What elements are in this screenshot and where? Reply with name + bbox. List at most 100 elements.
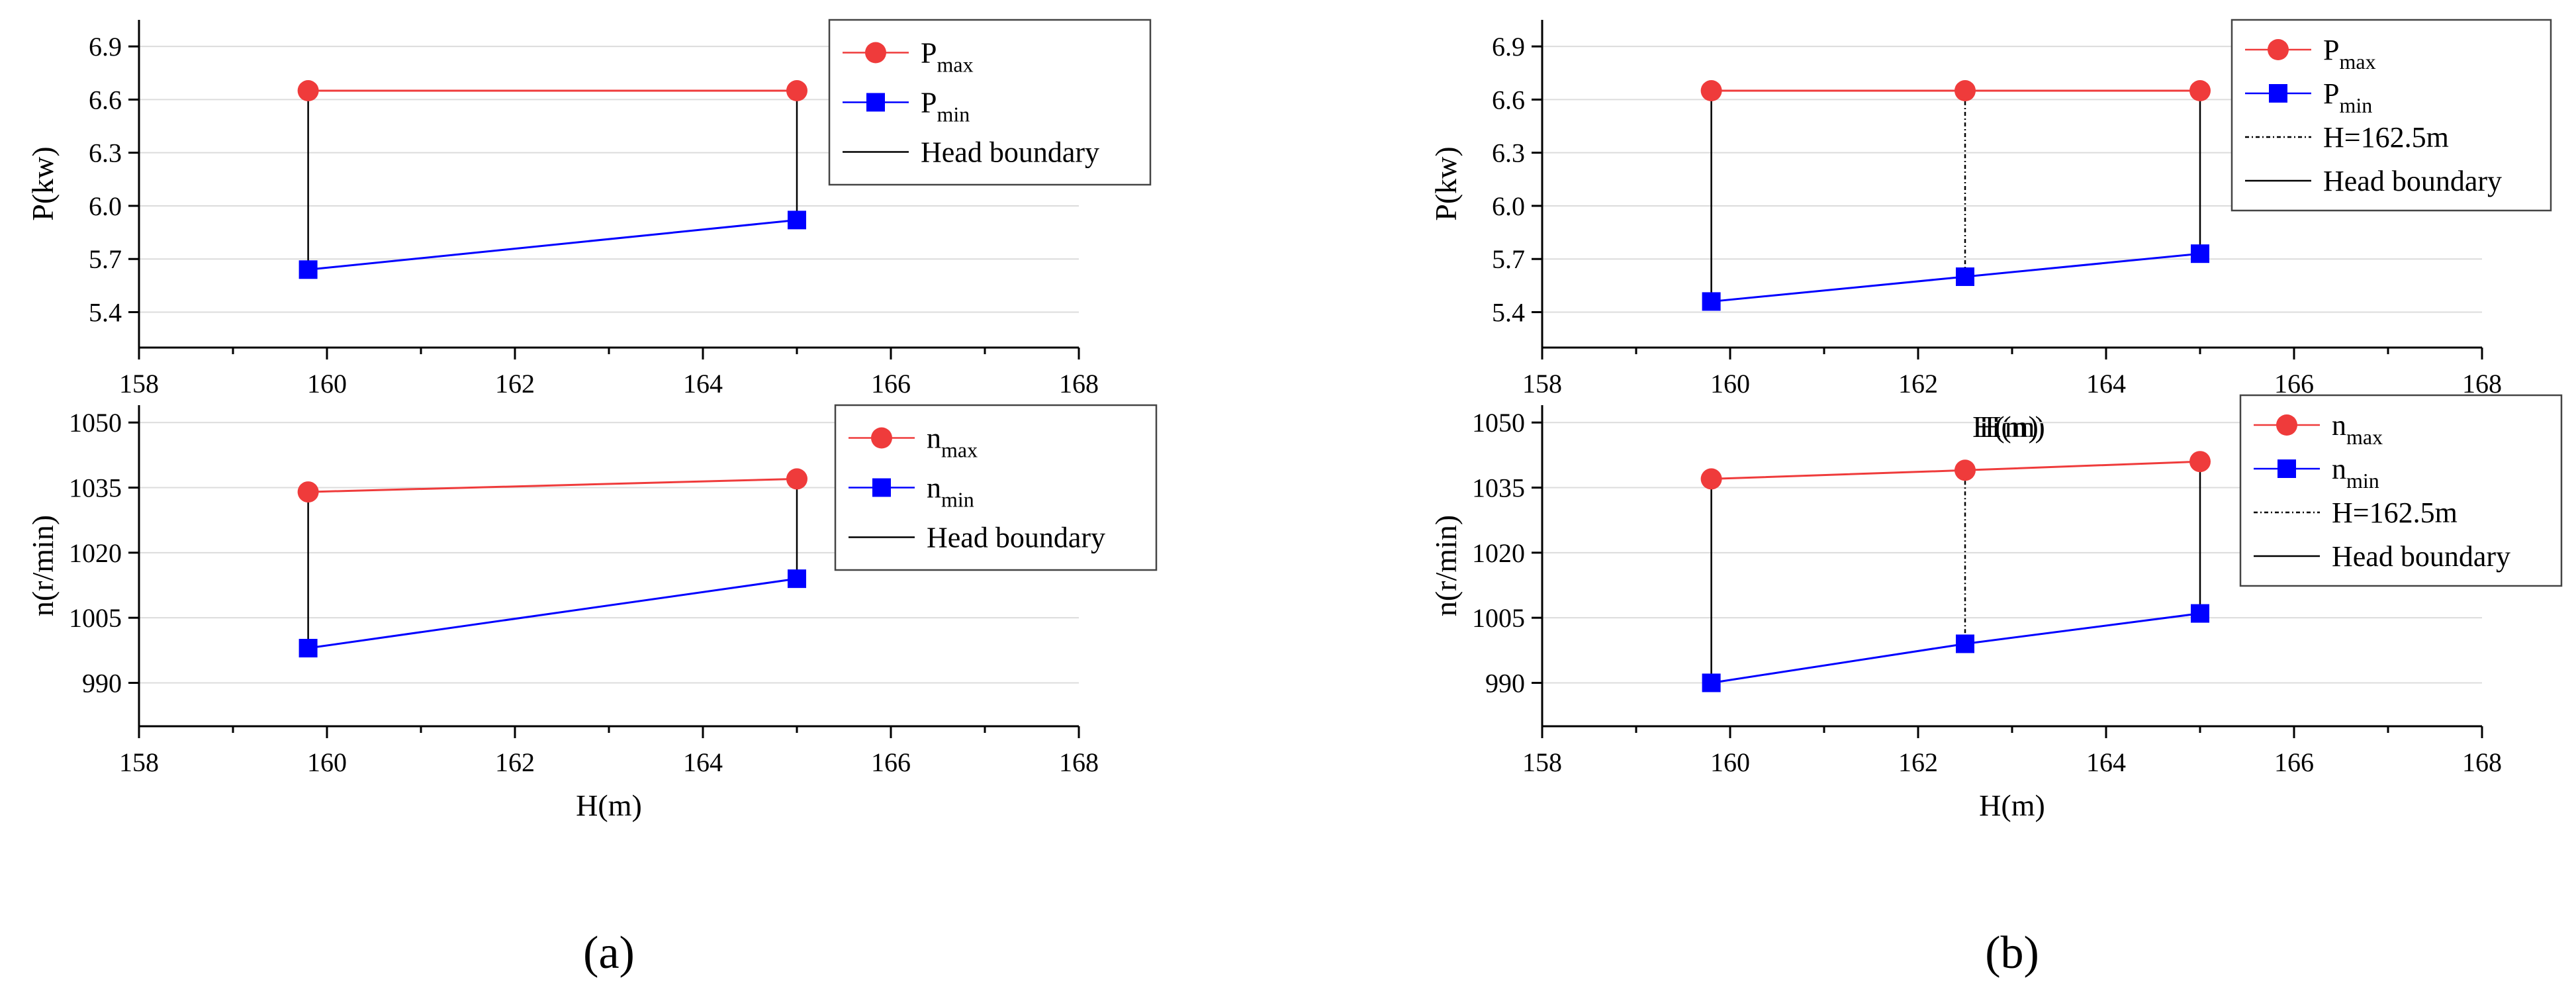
legend-label-subscript: min — [2346, 469, 2379, 493]
data-point-Pmax — [1700, 80, 1722, 102]
y-tick-label: 6.0 — [1492, 191, 1525, 221]
chart-b-power: 5.4 5.7 6.0 6.3 6.6 6.9 158 160 162 164 166 168 P(kw… — [1429, 19, 2552, 444]
x-tick-label: 164 — [2086, 747, 2126, 777]
legend-marker — [2277, 459, 2296, 478]
legend-label-main: Head boundary — [2332, 540, 2510, 573]
data-point-nmin — [1956, 634, 1974, 653]
y-tick-label: 1035 — [1472, 473, 1525, 503]
data-point-nmin — [2191, 604, 2209, 623]
data-point-Pmin — [299, 260, 318, 279]
y-tick-label: 1050 — [69, 408, 122, 438]
x-tick-label: 160 — [307, 369, 347, 399]
legend-label-subscript: min — [2339, 93, 2372, 117]
legend-label: nmax — [2332, 409, 2383, 449]
x-tick-label: 158 — [1522, 747, 1562, 777]
legend-marker — [865, 42, 886, 64]
y-tick-label: 1035 — [69, 473, 122, 503]
series-line-Pmin — [308, 218, 798, 271]
legend-label: Pmax — [921, 37, 974, 77]
legend-label: H=162.5m — [2332, 497, 2458, 529]
legend-marker — [2268, 39, 2289, 60]
y-axis-label: P(kw) — [1429, 146, 1463, 220]
y-tick-label: 990 — [82, 668, 122, 698]
y-tick-label: 990 — [1485, 668, 1525, 698]
y-tick-label: 6.3 — [1492, 138, 1525, 168]
x-tick-label: 166 — [871, 747, 911, 777]
legend-label-main: P — [2323, 77, 2339, 110]
legend-label: Head boundary — [927, 522, 1105, 554]
x-tick-label: 162 — [495, 369, 535, 399]
x-tick-label: 158 — [1522, 369, 1562, 399]
data-point-nmax — [1700, 468, 1722, 490]
legend-label: nmax — [927, 422, 978, 462]
x-tick-label: 158 — [119, 747, 159, 777]
legend-label-main: P — [921, 87, 937, 119]
data-point-nmin — [788, 569, 806, 589]
legend-marker — [871, 427, 892, 449]
series-line-nmin — [1711, 612, 2201, 684]
y-tick-label: 1005 — [69, 603, 122, 633]
legend-label: Pmin — [921, 87, 970, 126]
x-tick-label: 166 — [871, 369, 911, 399]
panel-label-a: (a) — [583, 928, 635, 978]
x-tick-label: 168 — [2462, 369, 2502, 399]
data-point-nmax — [2189, 451, 2211, 473]
legend-marker — [872, 478, 891, 497]
legend: nmax nmin Head boundary — [834, 404, 1158, 571]
legend-label-subscript: min — [937, 103, 970, 126]
x-tick-label: 164 — [683, 747, 723, 777]
x-tick-label: 158 — [119, 369, 159, 399]
x-tick-label: 162 — [1898, 369, 1938, 399]
legend-label-main: Head boundary — [927, 522, 1105, 554]
x-axis-label: H(m) — [1979, 788, 2045, 822]
data-point-nmax — [786, 468, 807, 490]
series-line-nmin — [308, 577, 798, 649]
legend-label: H=162.5m — [2323, 121, 2449, 154]
y-tick-label: 1020 — [1472, 538, 1525, 568]
legend-label-subscript: max — [2339, 50, 2375, 73]
y-tick-label: 1050 — [1472, 408, 1525, 438]
y-tick-label: 5.7 — [89, 244, 122, 274]
chart-a-speed: 990 1005 1020 1035 1050 158 160 162 164 166 168 n(r… — [26, 404, 1158, 822]
legend-label-main: n — [927, 472, 941, 504]
data-point-Pmin — [1956, 267, 1974, 286]
chart-b-speed: 990 1005 1020 1035 1050 158 160 162 164 166 168 n(r… — [1429, 394, 2563, 822]
y-tick-label: 5.4 — [1492, 297, 1525, 327]
y-tick-label: 6.6 — [1492, 85, 1525, 115]
legend-label: Pmax — [2323, 34, 2376, 73]
data-point-nmin — [299, 639, 318, 658]
y-axis-label: P(kw) — [26, 146, 60, 220]
legend-label: Head boundary — [2332, 540, 2510, 573]
axis-label-overlay: H(m) — [1972, 410, 2039, 444]
legend-label: Pmin — [2323, 77, 2372, 117]
y-tick-label: 6.3 — [89, 138, 122, 168]
data-point-Pmin — [1702, 292, 1721, 311]
data-point-nmax — [297, 481, 319, 503]
legend-label-subscript: min — [941, 488, 974, 512]
x-tick-label: 162 — [495, 747, 535, 777]
x-axis-label: H(m) — [576, 788, 642, 822]
x-tick-label: 168 — [1059, 369, 1099, 399]
x-tick-label: 166 — [2274, 747, 2314, 777]
y-tick-label: 5.7 — [1492, 244, 1525, 274]
x-tick-label: 166 — [2274, 369, 2314, 399]
y-tick-label: 6.9 — [89, 32, 122, 62]
data-point-Pmin — [788, 211, 806, 230]
panel-label-b: (b) — [1985, 928, 2039, 978]
legend-label: Head boundary — [921, 136, 1099, 169]
data-point-Pmax — [2189, 80, 2211, 102]
legend-label-subscript: max — [941, 438, 978, 462]
legend-label-main: H=162.5m — [2332, 497, 2458, 529]
x-tick-label: 160 — [1710, 747, 1750, 777]
series-line-Pmin — [1711, 252, 2201, 303]
legend-marker — [2269, 84, 2287, 103]
legend-label-main: n — [2332, 453, 2346, 485]
legend-label-main: P — [921, 37, 937, 70]
data-point-Pmax — [297, 80, 319, 102]
series-line-nmax — [308, 477, 798, 493]
legend-label: nmin — [2332, 453, 2379, 493]
data-point-nmin — [1702, 673, 1721, 692]
